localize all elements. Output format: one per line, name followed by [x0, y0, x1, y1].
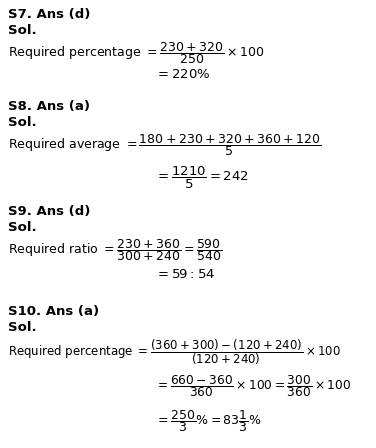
Text: Required average $=\dfrac{180+230+320+360+120}{5}$: Required average $=\dfrac{180+230+320+36… [8, 132, 321, 158]
Text: Required percentage $=\dfrac{230+320}{250}\times 100$: Required percentage $=\dfrac{230+320}{25… [8, 40, 264, 66]
Text: Sol.: Sol. [8, 116, 36, 129]
Text: S10. Ans (a): S10. Ans (a) [8, 305, 99, 318]
Text: Sol.: Sol. [8, 221, 36, 234]
Text: Required ratio $=\dfrac{230+360}{300+240}=\dfrac{590}{540}$: Required ratio $=\dfrac{230+360}{300+240… [8, 237, 223, 263]
Text: Sol.: Sol. [8, 24, 36, 37]
Text: S7. Ans (d): S7. Ans (d) [8, 8, 90, 21]
Text: $=\dfrac{1210}{5}= 242$: $=\dfrac{1210}{5}= 242$ [155, 165, 249, 191]
Text: $= 59 : 54$: $= 59 : 54$ [155, 268, 215, 281]
Text: $=\dfrac{660-360}{360}\times 100=\dfrac{300}{360}\times 100$: $=\dfrac{660-360}{360}\times 100=\dfrac{… [155, 373, 351, 399]
Text: $= 220\%$: $= 220\%$ [155, 68, 211, 81]
Text: $=\dfrac{250}{3}\%= 83\dfrac{1}{3}\%$: $=\dfrac{250}{3}\%= 83\dfrac{1}{3}\%$ [155, 408, 262, 434]
Text: S9. Ans (d): S9. Ans (d) [8, 205, 90, 218]
Text: Sol.: Sol. [8, 321, 36, 334]
Text: Required percentage $=\dfrac{(360+300)-(120+240)}{(120+240)}\times 100$: Required percentage $=\dfrac{(360+300)-(… [8, 337, 341, 367]
Text: S8. Ans (a): S8. Ans (a) [8, 100, 90, 113]
